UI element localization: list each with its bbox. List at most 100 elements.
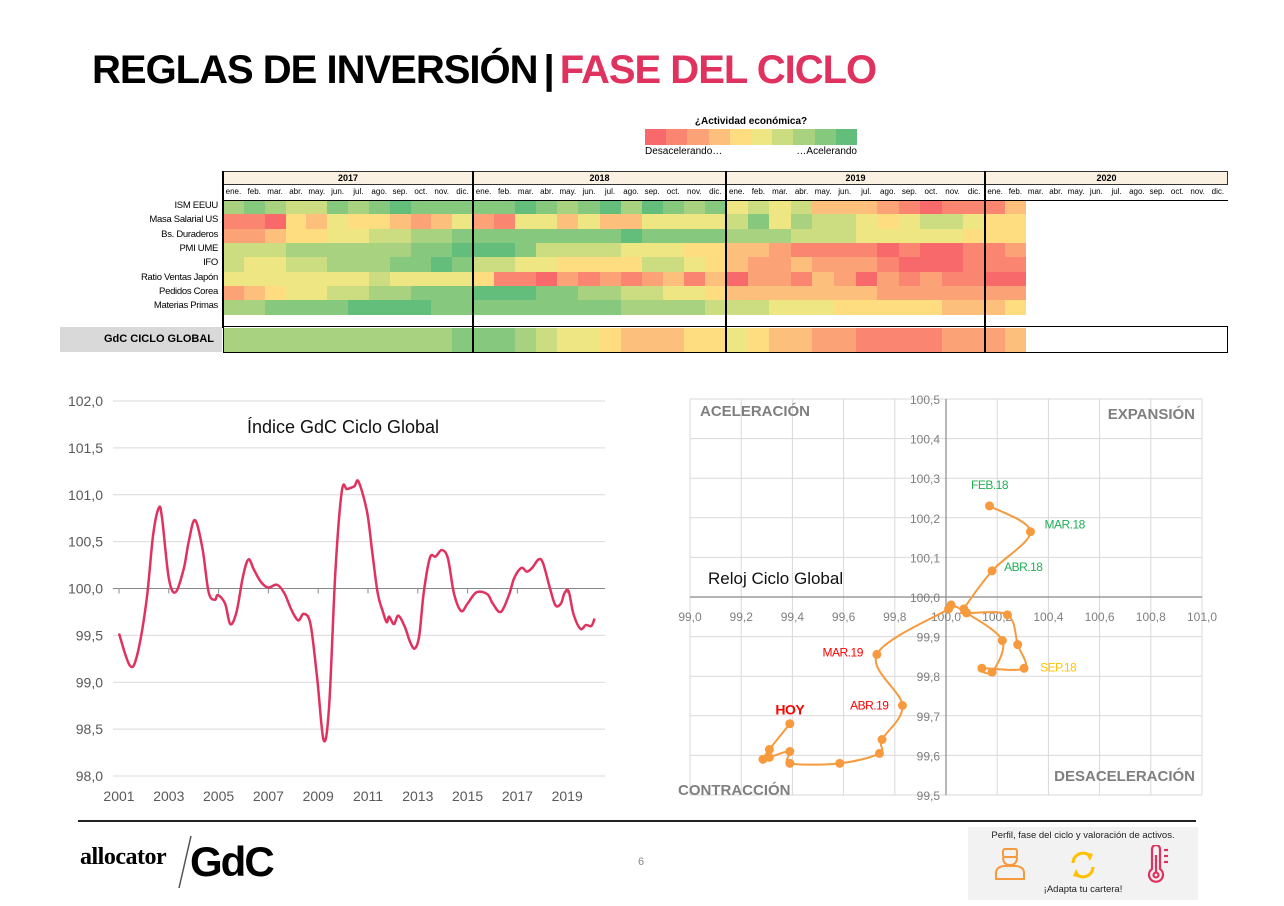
heatmap-cell [833,300,857,315]
data-point [1002,610,1012,620]
x-tick-label: 99,4 [781,610,805,624]
heatmap-cell [1005,271,1027,287]
heatmap-cell [790,200,813,215]
month-label: may. [814,187,832,196]
heatmap-cell [641,228,664,244]
month-label: mar. [267,187,283,196]
heatmap-cell [410,242,432,258]
global-cycle-cell [812,328,835,352]
heatmap-cell [599,214,622,229]
heatmap-cell [1005,300,1027,315]
heatmap-cell [536,285,558,301]
heatmap-cell [368,228,391,244]
heatmap-cell [431,200,453,215]
heatmap-cell [620,285,643,301]
global-cycle-cell [769,328,792,352]
global-cycle-cell [431,328,453,352]
heatmap-cell [578,228,601,244]
heatmap-cell [833,257,857,272]
heatmap-cell [920,214,943,229]
chart-title: Reloj Ciclo Global [708,569,843,588]
heatmap-cell [599,300,622,315]
heatmap-cell [306,242,328,258]
point-label: ABR.18 [1004,560,1043,574]
heatmap-cell [812,271,835,287]
heatmap-cell [877,228,900,244]
heatmap-cell [620,300,643,315]
promo-cta: ¡Adapta tu cartera! [1043,884,1123,895]
month-label: feb. [1008,187,1023,196]
heatmap-cell [985,257,1006,272]
heatmap-cell [515,271,537,287]
heatmap-cell [431,228,453,244]
month-label: oct. [924,187,938,196]
heatmap-cell [536,200,558,215]
x-tick-label: 2019 [552,788,583,804]
year-header-2019: 2019 [726,171,985,185]
heatmap-cell [726,242,749,258]
global-cycle-cell [243,328,266,352]
heatmap-cell [877,285,900,301]
global-cycle-cell [877,328,900,352]
month-label: nov. [687,187,702,196]
data-point [1019,663,1029,673]
global-cycle-cell [620,328,643,352]
row-label: PMI UME [179,242,218,254]
x-tick-label: 99,2 [730,610,754,624]
heatmap-cell [855,257,878,272]
heatmap-cell [410,285,432,301]
logo-gdc-text: GdC [190,838,275,885]
heatmap-cell [452,300,474,315]
heatmap-cell [389,228,412,244]
heatmap-cell [620,242,643,258]
heatmap-cell [473,285,495,301]
legend-swatch [645,129,667,145]
heatmap-legend: ¿Actividad económica? Desacelerando… …Ac… [645,116,858,157]
heatmap-cell [452,214,474,229]
heatmap-cell [747,257,770,272]
heatmap-cell [747,228,770,244]
heatmap-cell [223,285,245,301]
y-tick-label: 100,0 [68,581,103,597]
heatmap-cell [578,257,601,272]
point-label: ABR.19 [850,699,889,713]
heatmap-cell [985,285,1006,301]
legend-title: ¿Actividad económica? [694,116,808,127]
heatmap-cell [726,200,749,215]
heatmap-cell [855,242,878,258]
y-tick-label: 99,7 [917,710,941,724]
heatmap-cell [431,285,453,301]
heatmap-cell [410,257,432,272]
legend-low-label: Desacelerando… [645,146,723,157]
heatmap-cell [223,257,245,272]
month-label: may. [1067,187,1085,196]
heatmap-cell [410,200,432,215]
heatmap-cell [306,257,328,272]
heatmap-cell [941,271,964,287]
month-label: sep. [392,187,408,196]
heatmap-cell [368,271,391,287]
heatmap-cell [557,300,579,315]
heatmap-cell [920,300,943,315]
data-point [1025,527,1035,537]
heatmap-cell [920,200,943,215]
heatmap-cell [747,300,770,315]
global-cycle-cell [985,328,1006,352]
global-cycle-cell [557,328,579,352]
year-divider [472,171,474,353]
y-tick-label: 100,2 [910,512,940,526]
heatmap-cell [747,285,770,301]
quadrant-label-expansion: EXPANSIÓN [1108,405,1195,423]
heatmap-cell [494,242,516,258]
y-tick-label: 99,5 [76,627,103,643]
x-tick-label: 2007 [253,788,284,804]
title-separator: | [543,48,555,92]
global-cycle-cell [599,328,622,352]
heatmap-cell [452,285,474,301]
heatmap-cell [243,242,266,258]
row-label: Bs. Duraderos [161,228,218,240]
heatmap-cell [410,271,432,287]
point-label: MAR.19 [823,645,864,659]
heatmap-cell [389,242,412,258]
heatmap-cell [348,214,370,229]
